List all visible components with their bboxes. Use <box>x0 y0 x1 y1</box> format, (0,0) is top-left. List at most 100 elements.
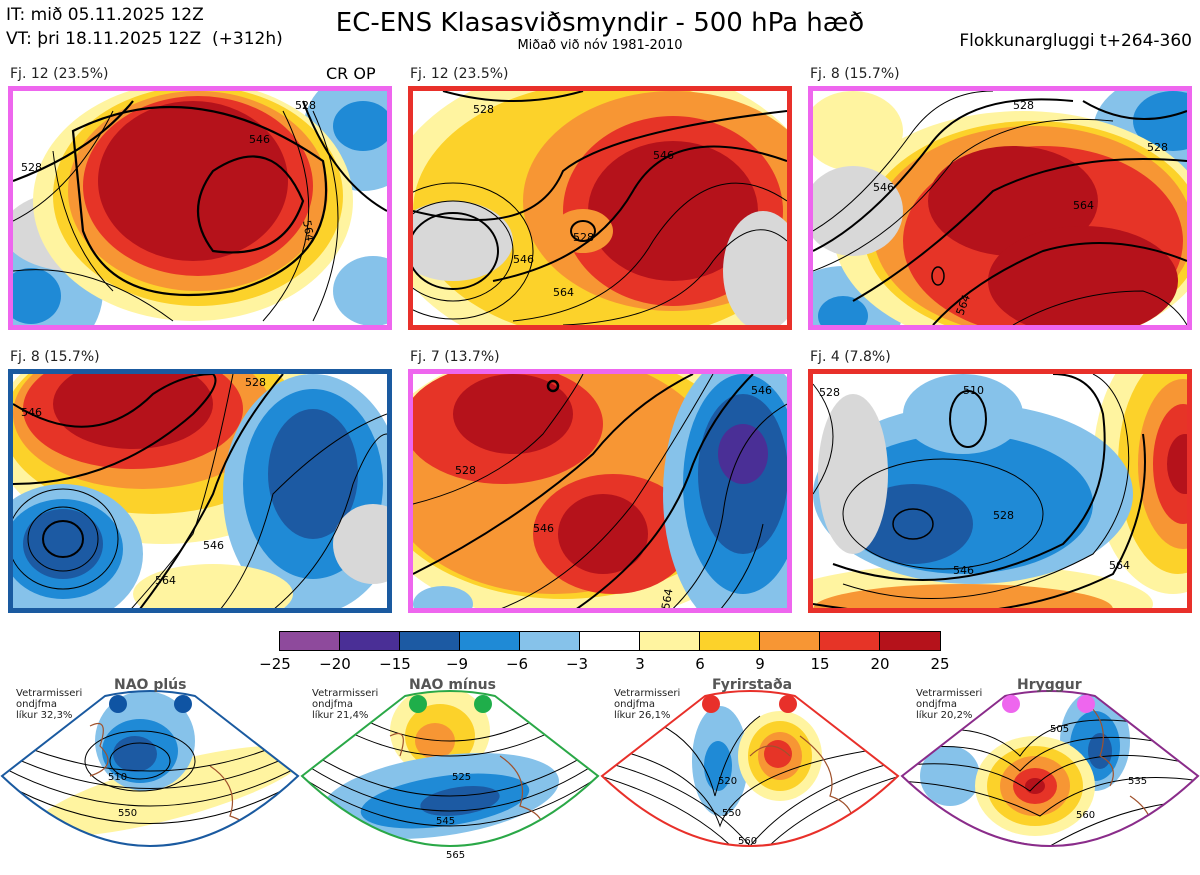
regime-nao-minus-text-1: Vetrarmisseri <box>312 688 379 699</box>
op-marker: CR OP <box>326 64 376 83</box>
regime-hryggur-contour-3: 560 <box>1076 810 1095 821</box>
colorbar-tick-2: −20 <box>319 655 351 673</box>
page-title: EC-ENS Klasasviðsmyndir - 500 hPa hæð <box>335 8 865 38</box>
colorbar-tick-11: 20 <box>870 655 890 673</box>
regime-fyrirstada: 520 550 560 Fyrirstaða Vetrarmisseri ond… <box>600 676 900 871</box>
cluster-map-1: 528 546 564 528 <box>8 86 392 330</box>
colorbar-cell-1 <box>279 631 340 651</box>
regime-fyrirstada-graphic: 520 550 560 <box>600 690 900 847</box>
colorbar-tick-5: −6 <box>505 655 529 673</box>
colorbar-cell-3 <box>399 631 460 651</box>
regime-hryggur-text-2: ondjfma <box>916 699 957 710</box>
valid-time-text: VT: þri 18.11.2025 12Z <box>6 29 202 49</box>
regime-fyrirstada-contour-3: 560 <box>738 836 757 847</box>
panel-2-contour-5: 546 <box>513 253 534 266</box>
colorbar-tick-4: −9 <box>445 655 469 673</box>
panel-5-contour-4: 546 <box>751 384 772 397</box>
page-subtitle: Miðað við nóv 1981-2010 <box>517 38 683 53</box>
panel-2-contour-1: 528 <box>473 103 494 116</box>
panel-3-contour-4: 528 <box>1147 141 1168 154</box>
panel-2-contour-3: 564 <box>553 286 574 299</box>
panel-6-contour-1: 528 <box>819 386 840 399</box>
regime-hryggur: 505 535 560 Hryggur Vetrarmisseri ondjfm… <box>900 676 1200 871</box>
colorbar-tick-9: 9 <box>755 655 765 673</box>
colorbar-tick-1: −25 <box>259 655 291 673</box>
panel-5-contour-3: 564 <box>659 588 675 611</box>
cluster-map-1-graphic: 528 546 564 528 <box>13 91 387 325</box>
regime-hryggur-text-3: líkur 20,2% <box>916 710 973 721</box>
colorbar-cell-5 <box>519 631 580 651</box>
panel-6-contour-3: 528 <box>993 509 1014 522</box>
panel-6-contour-2: 510 <box>963 384 984 397</box>
regime-nao-plus-contour-2: 550 <box>118 808 137 819</box>
regime-nao-minus-text-3: líkur 21,4% <box>312 710 369 721</box>
cluster-map-5: 528 546 564 546 <box>408 369 792 613</box>
colorbar-tick-10: 15 <box>810 655 830 673</box>
regime-nao-plus-title: NAO plús <box>114 677 187 693</box>
panel-5-contour-2: 546 <box>533 522 554 535</box>
panel-label-5: Fj. 7 (13.7%) <box>410 349 500 365</box>
colorbar-cell-10 <box>819 631 880 651</box>
panel-label-6: Fj. 4 (7.8%) <box>810 349 891 365</box>
regime-nao-plus-contour-1: 510 <box>108 772 127 783</box>
panel-1-contour-1: 528 <box>21 161 42 174</box>
classification-window: Flokkunargluggi t+264-360 <box>959 31 1192 51</box>
regime-hryggur-title: Hryggur <box>1017 677 1082 693</box>
regime-nao-minus: 525 545 565 NAO mínus Vetrarmisseri ondj… <box>300 676 600 871</box>
regime-hryggur-contour-1: 505 <box>1050 724 1069 735</box>
regime-nao-minus-contour-1: 525 <box>452 772 471 783</box>
panel-3-contour-1: 528 <box>1013 99 1034 112</box>
regime-nao-minus-graphic: 525 545 565 <box>300 690 600 861</box>
panel-4-contour-1: 546 <box>21 406 42 419</box>
regime-fyrirstada-title: Fyrirstaða <box>712 677 793 693</box>
colorbar-tick-6: −3 <box>565 655 589 673</box>
colorbar-tick-7: 3 <box>635 655 645 673</box>
regime-nao-plus-text-3: líkur 32,3% <box>16 710 73 721</box>
colorbar-tick-3: −15 <box>379 655 411 673</box>
regime-hryggur-contour-2: 535 <box>1128 776 1147 787</box>
panel-6-contour-4: 546 <box>953 564 974 577</box>
regime-nao-minus-text-2: ondjfma <box>312 699 353 710</box>
panel-6-contour-5: 564 <box>1109 559 1130 572</box>
panel-4-contour-3: 546 <box>203 539 224 552</box>
regime-hryggur-dot-2 <box>1077 695 1095 713</box>
panel-1-contour-3: 564 <box>300 219 316 242</box>
regime-hryggur-dot-1 <box>1002 695 1020 713</box>
cluster-map-2: 528 546 564 528 546 <box>408 86 792 330</box>
regime-nao-plus-text-2: ondjfma <box>16 699 57 710</box>
panel-label-4: Fj. 8 (15.7%) <box>10 349 100 365</box>
regime-fyrirstada-contour-2: 550 <box>722 808 741 819</box>
regime-nao-plus-dot-1 <box>109 695 127 713</box>
panel-2-contour-2: 546 <box>653 149 674 162</box>
regime-nao-plus: 510 550 NAO plús Vetrarmisseri ondjfma l… <box>0 676 300 871</box>
regime-fyrirstada-text-2: ondjfma <box>614 699 655 710</box>
colorbar-tick-12: 25 <box>930 655 950 673</box>
regime-hryggur-text-1: Vetrarmisseri <box>916 688 983 699</box>
regime-nao-plus-text-1: Vetrarmisseri <box>16 688 83 699</box>
init-time: IT: mið 05.11.2025 12Z <box>6 5 204 25</box>
cluster-map-4-graphic: 546 528 546 564 <box>13 374 387 608</box>
panel-label-3: Fj. 8 (15.7%) <box>810 66 900 82</box>
panel-4-contour-2: 528 <box>245 376 266 389</box>
panel-1-contour-2: 546 <box>249 133 270 146</box>
panel-label-2: Fj. 12 (23.5%) <box>410 66 509 82</box>
regime-fyrirstada-text-3: líkur 26,1% <box>614 710 671 721</box>
regime-hryggur-graphic: 505 535 560 <box>900 690 1200 847</box>
colorbar-tick-8: 6 <box>695 655 705 673</box>
cluster-map-6: 528 510 528 546 564 <box>808 369 1192 613</box>
valid-offset: (+312h) <box>212 29 283 49</box>
panel-3-contour-3: 564 <box>1073 199 1094 212</box>
panel-4-contour-4: 564 <box>155 574 176 587</box>
panel-3-contour-2: 546 <box>873 181 894 194</box>
panel-1-contour-4: 528 <box>295 99 316 112</box>
colorbar-cell-6 <box>579 631 640 651</box>
panel-label-1: Fj. 12 (23.5%) <box>10 66 109 82</box>
valid-time: VT: þri 18.11.2025 12Z (+312h) <box>6 28 283 50</box>
colorbar-cell-2 <box>339 631 400 651</box>
cluster-map-3-graphic: 528 546 564 528 564 <box>813 91 1187 325</box>
cluster-map-2-graphic: 528 546 564 528 546 <box>413 91 787 325</box>
regime-nao-minus-contour-3: 565 <box>446 850 465 861</box>
regime-fyrirstada-dot-1 <box>702 695 720 713</box>
regime-nao-plus-dot-2 <box>174 695 192 713</box>
regime-fyrirstada-text-1: Vetrarmisseri <box>614 688 681 699</box>
